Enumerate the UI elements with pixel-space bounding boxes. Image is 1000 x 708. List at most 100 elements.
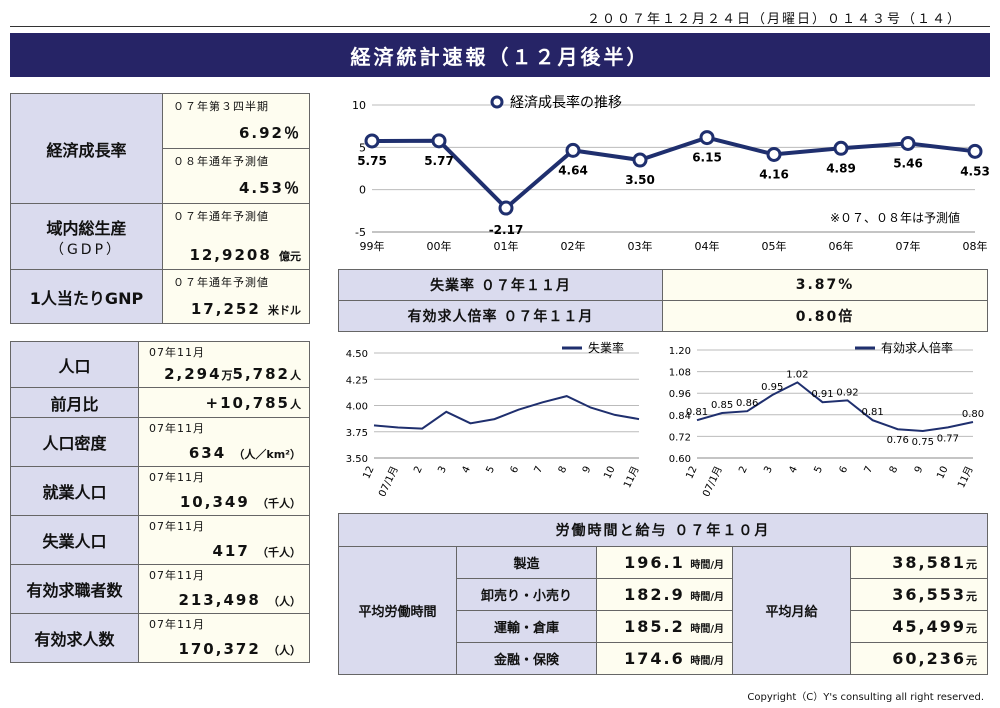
y-tick-label: 4.00 — [346, 402, 368, 413]
data-label: -2.17 — [489, 223, 524, 237]
wage-value: 60,236 — [892, 649, 966, 668]
population-table: 人口 07年11月 2,294万5,782人 前月比 +10,785人 人口密度… — [10, 341, 310, 663]
stat-sub: 07年11月 — [149, 346, 205, 359]
hours-unit: 時間/月 — [690, 560, 724, 571]
y-tick-label: 1.20 — [669, 346, 691, 357]
stat-cell: +10,785人 — [138, 387, 310, 418]
x-tick-label: 8 — [888, 465, 901, 475]
gdp-value-wrap: 12,9208 億元 — [189, 246, 301, 264]
data-label: 6.15 — [692, 151, 722, 165]
wage-cell: 36,553元 — [850, 578, 988, 611]
x-tick-label: 2 — [412, 465, 425, 475]
hours-unit: 時間/月 — [690, 656, 724, 667]
data-label: 0.91 — [811, 389, 833, 400]
stat-value: 170,372 — [178, 640, 261, 658]
stat-label: 有効求職者数 — [10, 564, 139, 614]
x-tick-label: 9 — [581, 465, 594, 475]
gnp-sub: ０７年通年予測値 — [173, 276, 269, 289]
x-tick-label: 12 — [361, 465, 376, 481]
stat-value: 2,294 — [164, 365, 222, 383]
page-title: 経済統計速報（１２月後半） — [10, 33, 990, 77]
x-tick-label: 11月 — [955, 464, 975, 490]
x-tick-label: 05年 — [762, 239, 787, 253]
labor-table: 労働時間と給与 ０７年１０月 平均労働時間 製造 196.1 時間/月 平均月給… — [338, 513, 988, 675]
stat-label: 人口 — [10, 341, 139, 388]
hours-value: 196.1 — [624, 553, 685, 572]
gnp-value-wrap: 17,252 米ドル — [191, 300, 301, 318]
gdp-label: 域内総生産 （GDP） — [10, 203, 163, 270]
x-tick-label: 06年 — [829, 239, 854, 253]
x-tick-label: 6 — [838, 465, 851, 475]
unemployment-legend-label: 失業率 — [588, 340, 624, 355]
x-tick-label: 12 — [684, 465, 699, 481]
data-label: 0.92 — [836, 387, 858, 398]
issue-line: ２００７年１２月２４日（月曜日）０１４３号（１４） — [586, 12, 962, 27]
x-tick-label: 6 — [509, 465, 522, 475]
stat-value-wrap: 2,294万5,782人 — [164, 365, 301, 383]
data-point — [565, 142, 581, 158]
data-point — [900, 135, 916, 151]
growth-series-line — [371, 135, 976, 211]
data-label: 0.75 — [912, 437, 934, 448]
stat-unit: 人 — [290, 398, 301, 411]
sector-label: 卸売り・小売り — [456, 578, 597, 611]
x-tick-label: 5 — [485, 465, 498, 475]
x-tick-label: 03年 — [628, 239, 653, 253]
stat-label: 前月比 — [10, 387, 139, 418]
gdp-sub: ０７年通年予測値 — [173, 210, 269, 223]
hours-cell: 182.9 時間/月 — [596, 578, 733, 611]
x-tick-label: 3 — [762, 465, 775, 475]
wage-value: 45,499 — [892, 617, 966, 636]
y-tick-label: 0.60 — [669, 454, 691, 465]
wage-unit: 元 — [966, 590, 977, 603]
y-tick-label: 0 — [359, 184, 366, 197]
gdp-label-line2: （GDP） — [49, 241, 124, 258]
x-tick-label: 3 — [436, 465, 449, 475]
stat-cell: 07年11月 213,498 （人） — [138, 564, 310, 614]
header-rule — [10, 26, 990, 27]
data-label: 0.81 — [686, 407, 708, 418]
stat-value-wrap: 417 （千人） — [212, 542, 301, 560]
wage-value: 36,553 — [892, 585, 966, 604]
data-label: 4.89 — [826, 161, 856, 175]
job-ratio-value: 0.80倍 — [662, 300, 988, 332]
hours-label: 平均労働時間 — [338, 546, 457, 675]
sector-label: 製造 — [456, 546, 597, 579]
gnp-cell: ０７年通年予測値 17,252 米ドル — [162, 269, 310, 324]
data-point — [967, 143, 983, 159]
stat-value2: 5,782 — [232, 365, 290, 383]
y-tick-label: 0.84 — [669, 411, 691, 422]
stat-label: 有効求人数 — [10, 613, 139, 663]
hours-value: 185.2 — [624, 617, 685, 636]
data-label: 4.16 — [759, 167, 789, 181]
growth-08-sub: ０８年通年予測値 — [173, 155, 269, 168]
copyright: Copyright（C）Y's consulting all right res… — [747, 692, 984, 703]
unemployment-rate-label: 失業率 ０７年１１月 — [338, 269, 663, 301]
hours-unit: 時間/月 — [690, 624, 724, 635]
gnp-unit: 米ドル — [268, 304, 301, 317]
stat-unit: （人／km²） — [233, 448, 301, 461]
stat-sub: 07年11月 — [149, 471, 205, 484]
wage-cell: 38,581元 — [850, 546, 988, 579]
stat-value-wrap: 170,372 （人） — [178, 640, 301, 658]
stat-cell: 07年11月 2,294万5,782人 — [138, 341, 310, 388]
x-tick-label: 02年 — [561, 239, 586, 253]
gdp-cell: ０７年通年予測値 12,9208 億元 — [162, 203, 310, 270]
x-tick-label: 07/1月 — [700, 464, 725, 498]
stat-cell: 07年11月 417 （千人） — [138, 515, 310, 565]
stat-cell: 07年11月 170,372 （人） — [138, 613, 310, 663]
y-tick-label: 10 — [352, 99, 366, 112]
data-label: 1.02 — [786, 369, 808, 380]
gdp-unit: 億元 — [279, 250, 301, 263]
wage-value: 38,581 — [892, 553, 966, 572]
stat-unit: （人） — [268, 644, 301, 657]
unemployment-chart: 4.50 4.25 4.00 3.75 3.50 12 07/1月 2 3 4 5 6 7 8 9 10 11… — [346, 340, 642, 499]
labor-title: 労働時間と給与 ０７年１０月 — [338, 513, 988, 547]
x-tick-label: 10 — [602, 465, 617, 481]
gnp-label: 1人当たりGNP — [10, 269, 163, 324]
stat-label: 人口密度 — [10, 417, 139, 467]
wage-cell: 60,236元 — [850, 642, 988, 675]
stat-sub: 07年11月 — [149, 520, 205, 533]
hours-cell: 185.2 時間/月 — [596, 610, 733, 643]
y-tick-label: 1.08 — [669, 368, 691, 379]
